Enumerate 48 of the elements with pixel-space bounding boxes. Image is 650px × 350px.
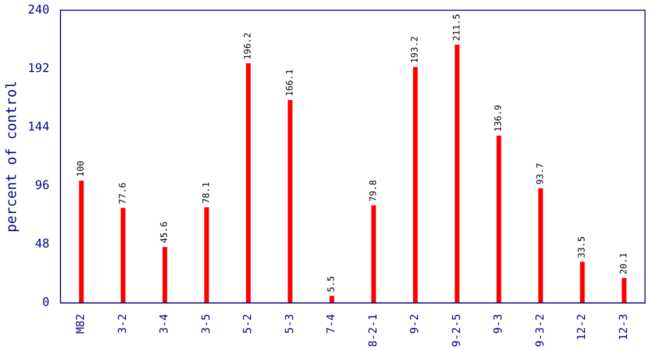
x-tick-label: M82 (74, 314, 88, 334)
bar (162, 246, 168, 303)
data-label: 166.1 (285, 69, 296, 96)
x-tick-label: 7-4 (324, 314, 338, 334)
data-label: 196.2 (244, 32, 254, 60)
data-label: 79.8 (368, 180, 379, 202)
bar (580, 262, 585, 303)
data-label: 77.6 (118, 182, 128, 204)
x-tick-label: 3-5 (199, 314, 212, 334)
bar (413, 66, 418, 303)
data-label: 93.7 (536, 162, 546, 185)
data-label: 193.2 (410, 36, 421, 64)
bar (120, 208, 126, 303)
data-label: 5.5 (327, 276, 338, 292)
y-tick-label: 144 (28, 119, 50, 134)
bar (496, 136, 502, 303)
bar (538, 188, 543, 303)
bar (454, 44, 460, 303)
x-tick-label: 9-2 (408, 314, 422, 334)
y-axis-title: percent of control (4, 80, 20, 232)
data-label: 33.5 (578, 236, 588, 258)
bar (79, 180, 84, 303)
y-tick-label: 240 (28, 2, 50, 16)
bar (204, 207, 209, 303)
x-tick-label: 12-2 (575, 314, 588, 340)
y-tick-label: 192 (28, 60, 50, 75)
bar (371, 205, 376, 303)
data-label: 100 (76, 160, 87, 177)
x-tick-label: 12-3 (616, 314, 630, 340)
data-label: 20.1 (619, 252, 630, 274)
bar (622, 278, 626, 303)
y-tick-label: 48 (35, 236, 50, 250)
bar (246, 63, 251, 303)
y-tick-label: 96 (35, 178, 50, 192)
data-label: 45.6 (160, 222, 170, 244)
x-tick-label: 9-3 (492, 314, 505, 334)
x-tick-label: 3-4 (158, 314, 171, 334)
x-tick-label: 9-2-5 (450, 314, 463, 348)
x-tick-label: 8-2-1 (366, 314, 380, 348)
x-tick-label: 3-2 (116, 314, 129, 334)
x-tick-label: 5-2 (241, 314, 254, 334)
data-label: 211.5 (452, 14, 462, 41)
data-label: 136.9 (494, 104, 504, 132)
bar (288, 100, 292, 303)
x-tick-label: 9-3-2 (533, 314, 546, 348)
data-label: 78.1 (202, 182, 212, 204)
x-tick-label: 5-3 (282, 314, 296, 334)
y-tick-label: 0 (42, 295, 50, 310)
